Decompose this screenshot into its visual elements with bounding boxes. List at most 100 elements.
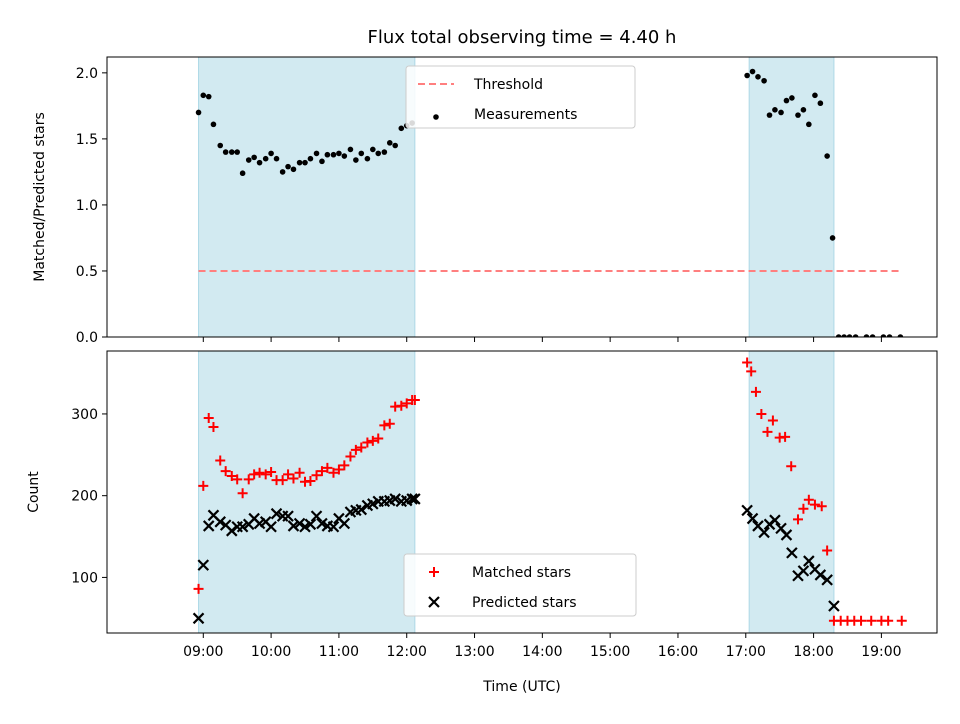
- predicted-star-point: [409, 493, 421, 505]
- measurement-point: [290, 166, 297, 173]
- legend-label: Measurements: [474, 107, 577, 123]
- matched-star-point: [316, 466, 327, 477]
- measurement-point: [789, 95, 795, 101]
- measurement-point: [829, 235, 836, 241]
- x-tick-label: 11:00: [319, 644, 359, 660]
- predicted-star-point: [746, 512, 759, 525]
- predicted-star-point: [270, 507, 283, 520]
- measurement-point: [817, 100, 824, 107]
- legend-label: Predicted stars: [472, 595, 577, 611]
- x-tick-label: 15:00: [590, 644, 630, 660]
- measurement-point: [795, 112, 801, 118]
- measurement-point: [268, 150, 274, 157]
- x-tick-label: 16:00: [658, 644, 698, 660]
- predicted-star-point: [197, 559, 210, 571]
- measurement-point: [200, 92, 207, 99]
- measurement-point: [886, 334, 893, 337]
- predicted-star-point: [741, 504, 753, 517]
- measurement-point: [824, 153, 830, 159]
- x-tick-label: 14:00: [522, 644, 562, 660]
- measurement-point: [398, 125, 405, 132]
- measurement-point: [880, 334, 887, 337]
- predicted-star-point: [202, 520, 215, 532]
- measurement-point: [755, 74, 761, 80]
- matched-star-point: [746, 366, 757, 377]
- observing-window-band: [198, 350, 416, 634]
- measurement-point: [766, 112, 773, 118]
- x-tick-label: 18:00: [793, 644, 833, 660]
- matched-star-point: [328, 467, 339, 478]
- measurement-point: [846, 334, 853, 337]
- matched-star-point: [294, 467, 305, 478]
- legend-matched-swatch: [429, 567, 439, 577]
- figure-title: Flux total observing time = 4.40 h: [368, 27, 677, 48]
- matched-star-point: [883, 615, 894, 626]
- matched-star-point: [203, 413, 214, 424]
- x-tick-label: 09:00: [183, 644, 223, 660]
- predicted-star-point: [814, 569, 827, 581]
- matched-star-point: [277, 475, 288, 486]
- measurement-point: [205, 93, 212, 100]
- matched-star-point: [396, 400, 407, 411]
- measurement-point: [319, 158, 325, 165]
- matched-star-point: [756, 408, 767, 419]
- measurement-point: [336, 150, 342, 157]
- measurement-point: [381, 149, 388, 155]
- axes-frame: [106, 56, 938, 338]
- matched-star-point: [288, 473, 299, 484]
- observing-window-band: [748, 350, 835, 634]
- matched-star-point: [792, 514, 803, 525]
- matched-star-point: [384, 418, 395, 429]
- measurement-point: [234, 149, 240, 155]
- measurement-point: [852, 334, 859, 337]
- matched-star-point: [409, 395, 420, 406]
- predicted-star-point: [797, 565, 810, 577]
- measurement-point: [313, 150, 320, 157]
- measurement-point: [210, 121, 217, 128]
- measurement-point: [273, 155, 280, 162]
- panel-1: 0.0 0.5 1.0 1.5 2.0 Matched/Predicted stars Th…: [32, 56, 938, 346]
- measurement-point: [245, 157, 252, 163]
- matched-star-point: [237, 488, 248, 499]
- measurement-point: [228, 149, 235, 155]
- matched-star-point: [208, 422, 219, 433]
- measurement-point: [375, 150, 382, 157]
- matched-star-point: [345, 451, 356, 462]
- measurement-point: [761, 77, 767, 84]
- legend-predicted-swatch: [428, 596, 440, 608]
- matched-star-point: [333, 464, 344, 475]
- predicted-star-point: [338, 517, 351, 530]
- matched-star-point: [866, 615, 877, 626]
- measurement-point: [392, 142, 398, 149]
- measurement-point: [296, 159, 303, 166]
- predicted-star-point: [192, 612, 205, 625]
- matched-star-point: [266, 466, 277, 477]
- matched-star-point: [798, 503, 809, 514]
- predicted-star-point: [758, 526, 770, 539]
- measurement-point: [353, 157, 359, 163]
- matched-star-point: [809, 499, 820, 510]
- plot-area: [192, 357, 907, 626]
- y-tick-label: 0.5: [76, 264, 98, 280]
- measurement-point: [285, 163, 291, 170]
- matched-star-point: [750, 386, 761, 397]
- matched-star-point: [767, 415, 778, 426]
- measurement-point: [806, 121, 812, 128]
- legend-measurement-swatch: [433, 114, 439, 120]
- predicted-star-point: [780, 529, 793, 541]
- y-tick-label: 100: [71, 570, 98, 586]
- measurement-point: [222, 149, 229, 155]
- matched-star-point: [803, 494, 814, 505]
- matched-star-point: [780, 431, 791, 442]
- legend-box: [405, 65, 636, 129]
- x-tick-label: 13:00: [454, 644, 494, 660]
- measurement-point: [330, 151, 337, 158]
- measurement-point: [358, 150, 365, 157]
- legend-box: [403, 553, 637, 617]
- matched-star-point: [356, 442, 367, 453]
- matched-star-point: [856, 615, 867, 626]
- matched-star-point: [226, 471, 237, 482]
- y-axis-label: Count: [26, 471, 42, 513]
- matched-star-point: [220, 466, 231, 477]
